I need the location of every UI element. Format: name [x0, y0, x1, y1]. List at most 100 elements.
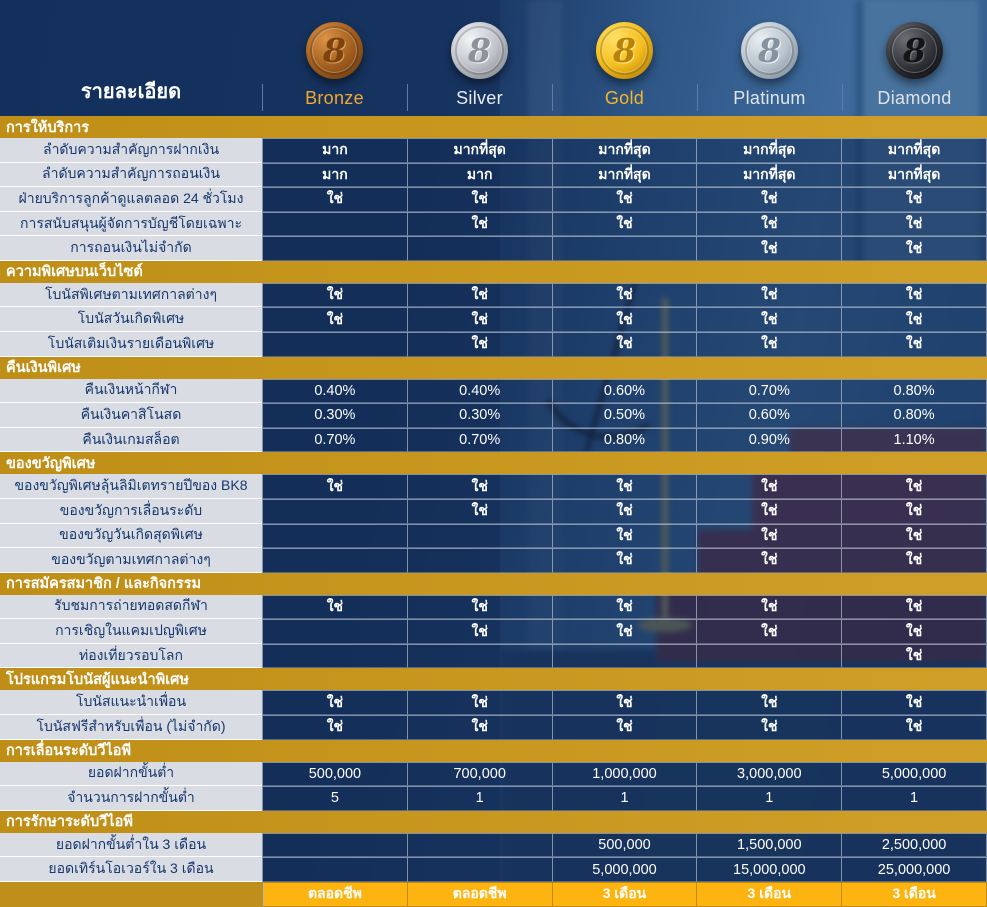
table-row: จำนวนการฝากขั้นต่ำ 5 1 1 1 1 — [0, 786, 987, 811]
section-header: ความพิเศษบนเว็บไซต์ — [0, 260, 987, 283]
value-cell — [407, 832, 553, 858]
value-cell: ใช่ — [552, 523, 698, 549]
tier-name-bronze: Bronze — [305, 88, 364, 108]
table-row: โบนัสฟรีสำหรับเพื่อน (ไม่จำกัด) ใช่ ใช่ ใช่… — [0, 714, 987, 740]
value-cell: 0.60% — [697, 403, 843, 428]
value-cell: 5,000,000 — [842, 761, 987, 787]
value-cell — [263, 236, 408, 261]
value-cell: มากที่สุด — [552, 138, 698, 163]
value-cell: ใช่ — [552, 474, 698, 499]
row-cells: ใช่ ใช่ ใช่ ใช่ ใช่ — [262, 714, 987, 740]
value-cell — [407, 236, 553, 261]
value-cell — [407, 548, 553, 573]
row-label: โบนัสฟรีสำหรับเพื่อน (ไม่จำกัด) — [0, 714, 262, 740]
value-cell — [263, 548, 408, 573]
value-cell: ใช่ — [697, 236, 843, 261]
value-cell — [263, 211, 408, 237]
section-header: การสมัครสมาชิก / และกิจกรรม — [0, 572, 987, 595]
value-cell: ใช่ — [842, 332, 987, 357]
value-cell: ใช่ — [842, 619, 987, 644]
row-label: ของขวัญตามเทศกาลต่างๆ — [0, 548, 262, 573]
value-cell: ใช่ — [263, 690, 408, 715]
value-cell — [697, 643, 843, 669]
row-label: ยอดฝากขั้นต่ำใน 3 เดือน — [0, 832, 262, 858]
row-label: ของขวัญวันเกิดสุดพิเศษ — [0, 523, 262, 549]
footer-cell: 3 เดือน — [842, 881, 987, 907]
row-label: คืนเงินคาสิโนสด — [0, 403, 262, 428]
row-label: คืนเงินหน้ากีฬา — [0, 378, 262, 404]
value-cell: ใช่ — [697, 282, 843, 308]
value-cell: ใช่ — [407, 187, 553, 212]
value-cell: ใช่ — [697, 187, 843, 212]
section-header-label: การเลื่อนระดับวีไอพี — [6, 743, 132, 760]
value-cell — [263, 857, 408, 882]
row-cells: ใช่ — [262, 643, 987, 669]
value-cell: 700,000 — [407, 761, 553, 787]
table-row: ของขวัญวันเกิดสุดพิเศษ ใช่ ใช่ ใช่ — [0, 523, 987, 549]
section-header: การรักษาระดับวีไอพี — [0, 810, 987, 833]
value-cell — [263, 832, 408, 858]
tier-header-row: รายละเอียด 8 Bronze 8 Silver 8 Gold 8 Pl… — [0, 0, 987, 116]
value-cell: ใช่ — [697, 714, 843, 740]
value-cell: ใช่ — [263, 282, 408, 308]
value-cell: ใช่ — [263, 594, 408, 620]
section-header-label: คืนเงินพิเศษ — [6, 360, 81, 377]
section-header: คืนเงินพิเศษ — [0, 356, 987, 379]
value-cell: ใช่ — [552, 211, 698, 237]
value-cell: มากที่สุด — [842, 162, 987, 188]
value-cell: มาก — [407, 162, 553, 188]
row-cells: ใช่ ใช่ ใช่ — [262, 548, 987, 573]
value-cell: 500,000 — [552, 832, 698, 858]
table-row: ของขวัญพิเศษลุ้นลิมิเตทรายปีของ BK8 ใช่ ใช… — [0, 474, 987, 499]
table-row: โบนัสแนะนำเพื่อน ใช่ ใช่ ใช่ ใช่ ใช่ — [0, 690, 987, 715]
table-row: ของขวัญตามเทศกาลต่างๆ ใช่ ใช่ ใช่ — [0, 548, 987, 573]
row-label: ฝ่ายบริการลูกค้าดูแลตลอด 24 ชั่วโมง — [0, 187, 262, 212]
bronze-coin-icon: 8 — [306, 22, 363, 79]
value-cell — [263, 619, 408, 644]
value-cell: ใช่ — [552, 307, 698, 333]
value-cell: มากที่สุด — [697, 162, 843, 188]
section-header: ของขวัญพิเศษ — [0, 452, 987, 475]
row-label: การเชิญในแคมเปญพิเศษ — [0, 619, 262, 644]
value-cell: ใช่ — [407, 282, 553, 308]
value-cell: ใช่ — [407, 594, 553, 620]
value-cell: 1 — [407, 786, 553, 811]
tier-column-bronze: 8 Bronze — [262, 0, 407, 116]
value-cell: ใช่ — [842, 498, 987, 524]
table-row: คืนเงินเกมสล็อต 0.70% 0.70% 0.80% 0.90% 1.10% — [0, 427, 987, 453]
row-label: ลำดับความสำคัญการฝากเงิน — [0, 138, 262, 163]
footer-label — [0, 881, 262, 907]
value-cell: ใช่ — [263, 714, 408, 740]
value-cell: 1 — [552, 786, 698, 811]
value-cell: ใช่ — [842, 474, 987, 499]
footer-cell: ตลอดชีพ — [263, 881, 408, 907]
value-cell: ใช่ — [552, 282, 698, 308]
value-cell: ใช่ — [697, 498, 843, 524]
row-label: คืนเงินเกมสล็อต — [0, 427, 262, 453]
value-cell: ใช่ — [697, 690, 843, 715]
footer-cells: ตลอดชีพ ตลอดชีพ 3 เดือน 3 เดือน 3 เดือน — [262, 881, 987, 907]
row-label: โบนัสแนะนำเพื่อน — [0, 690, 262, 715]
table-row: ยอดเทิร์นโอเวอร์ใน 3 เดือน 5,000,000 15,00… — [0, 857, 987, 882]
tier-name-platinum: Platinum — [733, 88, 806, 108]
row-label: การสนับสนุนผู้จัดการบัญชีโดยเฉพาะ — [0, 211, 262, 237]
value-cell: ใช่ — [407, 307, 553, 333]
value-cell: 1 — [842, 786, 987, 811]
value-cell: ใช่ — [842, 282, 987, 308]
value-cell: 25,000,000 — [842, 857, 987, 882]
value-cell: 0.70% — [263, 427, 408, 453]
footer-cell: 3 เดือน — [552, 881, 698, 907]
value-cell — [407, 857, 553, 882]
value-cell: ใช่ — [842, 594, 987, 620]
value-cell: ใช่ — [552, 619, 698, 644]
table-row: ยอดฝากขั้นต่ำใน 3 เดือน 500,000 1,500,000 2… — [0, 832, 987, 858]
table-row: การเชิญในแคมเปญพิเศษ ใช่ ใช่ ใช่ ใช่ — [0, 619, 987, 644]
row-cells: ใช่ ใช่ ใช่ ใช่ — [262, 332, 987, 357]
value-cell: ใช่ — [552, 690, 698, 715]
value-cell: 1.10% — [842, 427, 987, 453]
value-cell: ใช่ — [407, 211, 553, 237]
row-cells: มาก มากที่สุด มากที่สุด มากที่สุด มากที่สุด — [262, 138, 987, 163]
value-cell — [552, 643, 698, 669]
